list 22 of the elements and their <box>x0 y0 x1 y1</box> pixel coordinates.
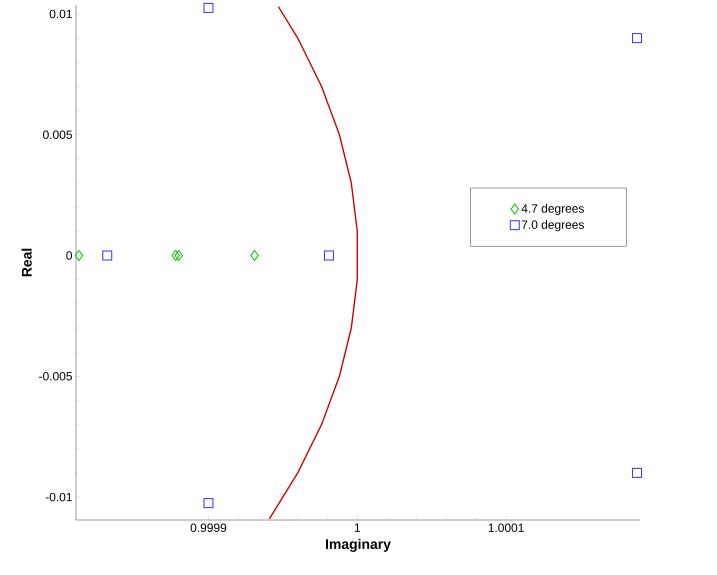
y-tick-label: -0.01 <box>46 492 72 502</box>
point <box>203 498 214 508</box>
point <box>74 250 84 261</box>
point <box>632 468 642 478</box>
y-tick-label: -0.005 <box>39 372 72 380</box>
x-tick-label: 0.9999 <box>190 524 226 532</box>
point <box>632 33 642 44</box>
point <box>174 250 183 261</box>
legend-label: 7.0 degrees <box>522 220 584 232</box>
x-tick-label: 1 <box>354 524 360 532</box>
x-axis-title: Imaginary <box>326 538 391 552</box>
legend-label: 4.7 degrees <box>522 204 584 216</box>
point <box>203 2 214 13</box>
x-tick-label: 1.0001 <box>488 524 524 532</box>
point <box>250 250 259 261</box>
point <box>102 250 112 260</box>
y-axis-title: Real <box>21 248 32 276</box>
point <box>324 250 334 260</box>
y-tick-label: 0.01 <box>50 10 72 18</box>
point <box>171 250 180 261</box>
y-tick-label: 0 <box>66 251 72 260</box>
y-tick-label: 0.005 <box>43 130 72 139</box>
